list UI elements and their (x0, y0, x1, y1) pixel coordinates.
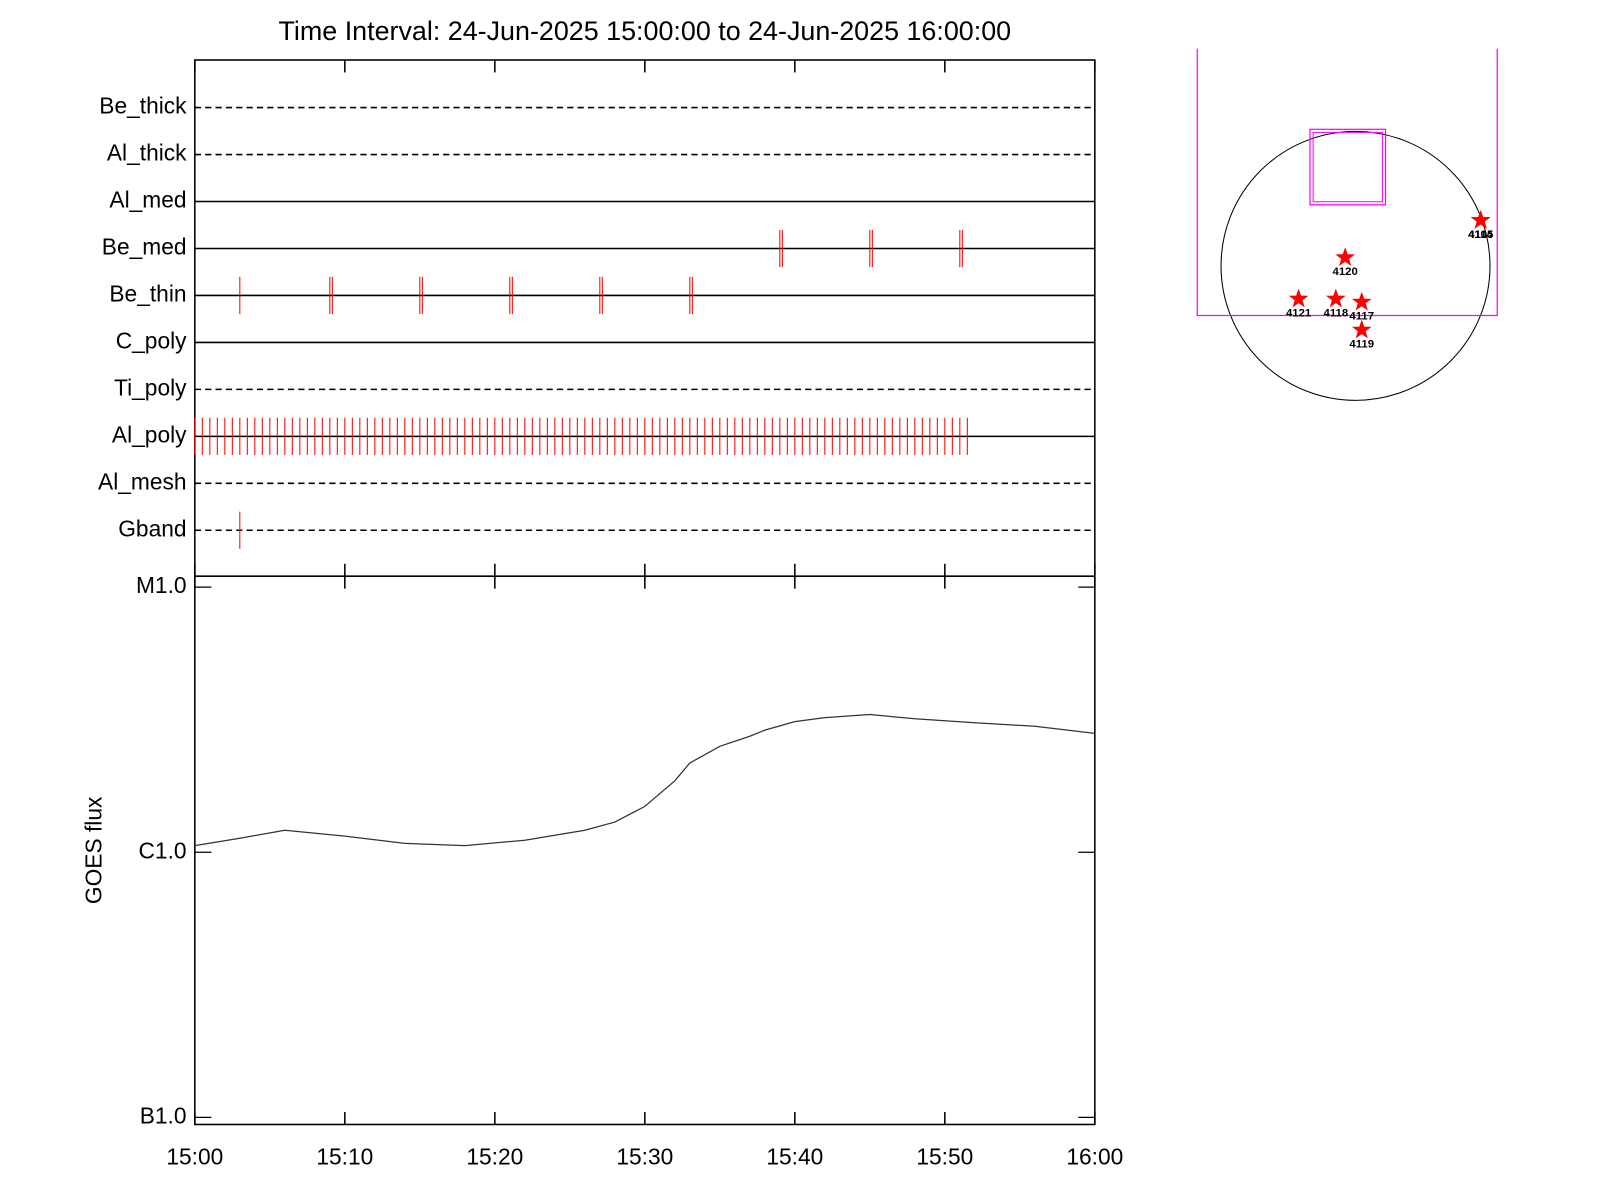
region-marker (1288, 288, 1309, 308)
region-label: 4121 (1286, 307, 1311, 319)
row-label: C_poly (116, 327, 187, 353)
y-tick-label: C1.0 (138, 837, 186, 863)
y-tick-label: B1.0 (140, 1102, 187, 1128)
region-marker (1326, 288, 1346, 308)
x-tick-label: 15:50 (916, 1144, 973, 1170)
region-marker (1470, 210, 1491, 229)
region-marker (1351, 291, 1372, 311)
region-label: 4120 (1333, 266, 1358, 278)
region-marker (1335, 247, 1355, 266)
field-of-view (1196, 48, 1498, 317)
x-tick-label: 15:30 (616, 1144, 673, 1170)
region-label: 4105 (1468, 229, 1493, 241)
x-tick-label: 15:00 (166, 1144, 223, 1170)
fov-box-inner (1312, 131, 1383, 203)
row-label: Be_med (102, 233, 187, 259)
y-axis-label: GOES flux (81, 796, 107, 904)
plot-frame (194, 59, 1096, 1126)
region-label: 4118 (1324, 307, 1349, 319)
row-label: Ti_poly (114, 374, 187, 400)
row-label: Al_thick (107, 140, 187, 166)
chart-title: Time Interval: 24-Jun-2025 15:00:00 to 2… (279, 16, 1012, 46)
row-label: Be_thick (99, 93, 187, 119)
row-label: Al_mesh (98, 468, 187, 494)
row-label: Al_med (109, 187, 186, 213)
solar-disk (1220, 130, 1491, 401)
x-tick-label: 16:00 (1066, 1144, 1123, 1170)
x-tick-label: 15:10 (316, 1144, 373, 1170)
region-label: 4114 (1468, 229, 1493, 241)
row-label: Be_thin (109, 280, 186, 306)
region-label: 4119 (1349, 338, 1374, 350)
fov-box (1309, 128, 1387, 206)
y-tick-label: M1.0 (136, 572, 187, 598)
row-label: Gband (118, 515, 186, 541)
region-marker (1351, 319, 1372, 339)
x-tick-label: 15:20 (466, 1144, 523, 1170)
flux-line (194, 713, 1095, 847)
x-tick-label: 15:40 (766, 1144, 823, 1170)
row-label: Al_poly (112, 421, 187, 447)
region-label: 4117 (1349, 311, 1374, 323)
